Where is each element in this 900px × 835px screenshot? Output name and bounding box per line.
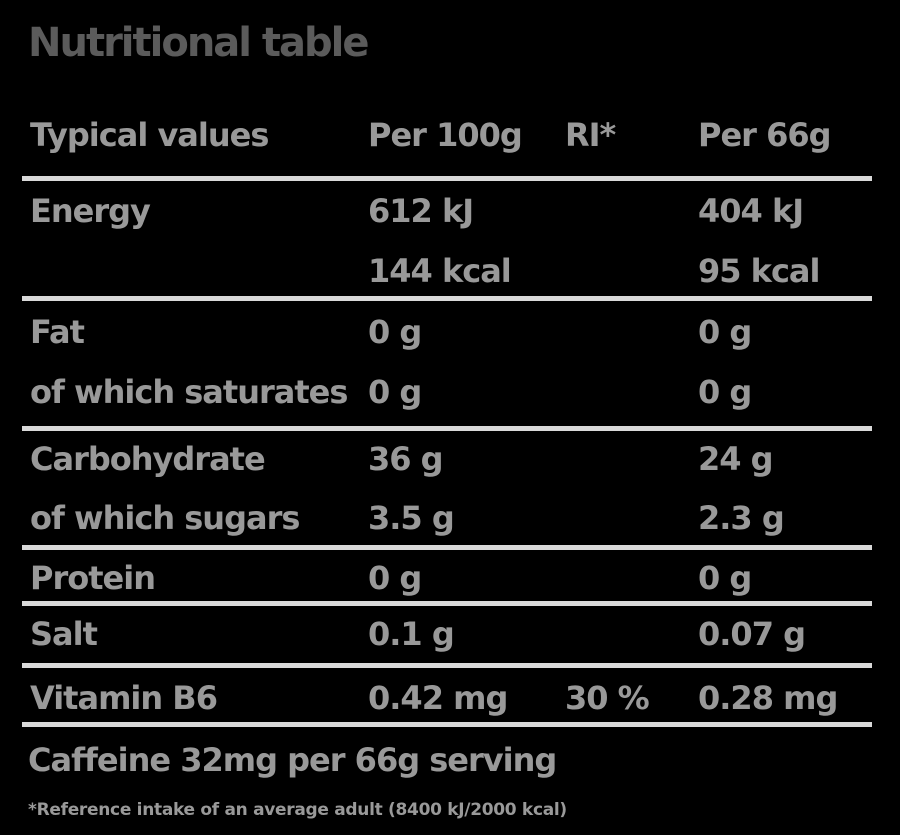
row-label: Salt xyxy=(30,615,98,653)
table-row-vitamin-b6: Vitamin B6 0.42 mg 30 % 0.28 mg xyxy=(0,679,900,729)
header-per-100g: Per 100g xyxy=(368,116,523,154)
table-row-saturates: of which saturates 0 g 0 g xyxy=(0,373,900,423)
reference-intake-footnote: *Reference intake of an average adult (8… xyxy=(28,800,567,820)
divider xyxy=(22,296,872,301)
value-per66: 2.3 g xyxy=(698,499,785,537)
value-per100: 0 g xyxy=(368,373,422,411)
table-row-salt: Salt 0.1 g 0.07 g xyxy=(0,615,900,665)
page-title: Nutritional table xyxy=(28,20,370,66)
value-per100: 0 g xyxy=(368,559,422,597)
row-label: Fat xyxy=(30,313,85,351)
header-ri: RI* xyxy=(565,116,616,154)
value-per100: 36 g xyxy=(368,440,444,478)
divider xyxy=(22,545,872,550)
table-row-fat: Fat 0 g 0 g xyxy=(0,313,900,363)
value-per66: 0 g xyxy=(698,559,752,597)
value-per66: 0 g xyxy=(698,373,752,411)
value-per66: 0.28 mg xyxy=(698,679,838,717)
value-per66: 0.07 g xyxy=(698,615,806,653)
header-typical-values: Typical values xyxy=(30,116,269,154)
value-per100: 144 kcal xyxy=(368,252,512,290)
value-per66: 404 kJ xyxy=(698,192,804,230)
value-per100: 0 g xyxy=(368,313,422,351)
value-per66: 24 g xyxy=(698,440,774,478)
value-per100: 0.42 mg xyxy=(368,679,508,717)
value-ri: 30 % xyxy=(565,679,650,717)
row-label: Protein xyxy=(30,559,156,597)
row-label: of which saturates xyxy=(30,373,348,411)
row-label: Energy xyxy=(30,192,151,230)
table-row-energy: Energy 612 kJ 404 kJ xyxy=(0,192,900,242)
table-row-energy-kcal: 144 kcal 95 kcal xyxy=(0,252,900,302)
value-per100: 612 kJ xyxy=(368,192,474,230)
row-label: Vitamin B6 xyxy=(30,679,218,717)
table-header-row: Typical values Per 100g RI* Per 66g xyxy=(0,116,900,166)
value-per100: 0.1 g xyxy=(368,615,455,653)
table-row-carbohydrate: Carbohydrate 36 g 24 g xyxy=(0,440,900,490)
divider xyxy=(22,601,872,606)
caffeine-note: Caffeine 32mg per 66g serving xyxy=(28,741,557,779)
row-label: of which sugars xyxy=(30,499,300,537)
value-per66: 0 g xyxy=(698,313,752,351)
divider xyxy=(22,426,872,431)
divider xyxy=(22,663,872,668)
value-per66: 95 kcal xyxy=(698,252,820,290)
table-row-sugars: of which sugars 3.5 g 2.3 g xyxy=(0,499,900,549)
header-per-66g: Per 66g xyxy=(698,116,832,154)
row-label: Carbohydrate xyxy=(30,440,266,478)
divider xyxy=(22,722,872,727)
divider xyxy=(22,176,872,181)
table-row-protein: Protein 0 g 0 g xyxy=(0,559,900,609)
value-per100: 3.5 g xyxy=(368,499,455,537)
